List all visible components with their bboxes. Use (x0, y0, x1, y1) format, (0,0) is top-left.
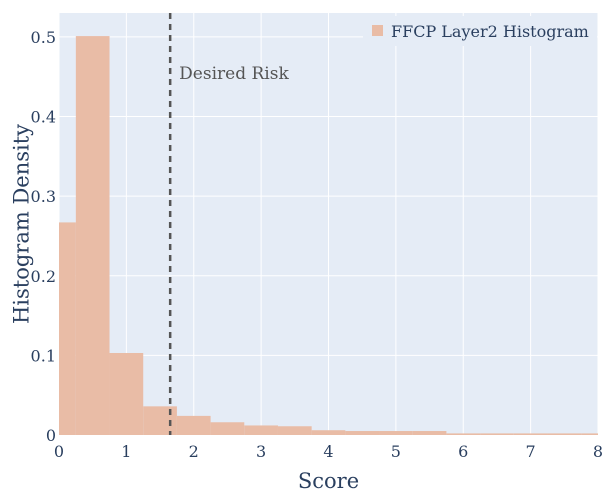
x-tick-label: 6 (458, 442, 468, 461)
x-axis-ticks: 0 1 2 3 4 5 6 7 8 (54, 442, 603, 461)
x-tick-label: 5 (391, 442, 401, 461)
x-tick-label: 7 (526, 442, 536, 461)
histogram-bar (345, 431, 380, 435)
x-tick-label: 0 (54, 442, 64, 461)
x-axis-title: Score (298, 469, 359, 493)
y-tick-label: 0.3 (31, 187, 56, 206)
x-tick-label: 3 (256, 442, 266, 461)
histogram-bar (480, 433, 514, 435)
histogram-bar (109, 352, 144, 435)
histogram-bar (75, 36, 110, 435)
legend-background (363, 16, 597, 46)
histogram-bar (311, 430, 346, 435)
y-tick-label: 0.5 (31, 28, 56, 47)
histogram-bar (379, 431, 413, 435)
histogram-bar (412, 431, 447, 435)
histogram-bars (59, 36, 598, 435)
histogram-bar (446, 433, 481, 435)
y-axis-title: Histogram Density (10, 124, 34, 324)
histogram-bar (581, 433, 598, 435)
x-tick-label: 8 (593, 442, 603, 461)
y-tick-label: 0.2 (31, 267, 56, 286)
histogram-bar (143, 406, 177, 435)
x-tick-label: 1 (121, 442, 131, 461)
histogram-bar (210, 422, 245, 435)
histogram-bar (547, 433, 582, 435)
histogram-bar (176, 415, 211, 435)
legend: FFCP Layer2 Histogram (363, 16, 597, 46)
histogram-bar (277, 426, 312, 435)
y-axis-ticks: 0 0.1 0.2 0.3 0.4 0.5 (31, 28, 56, 445)
y-tick-label: 0 (46, 426, 56, 445)
gridlines (58, 13, 599, 435)
legend-label: FFCP Layer2 Histogram (391, 22, 589, 41)
histogram-bar (244, 425, 278, 435)
y-tick-label: 0.4 (31, 108, 56, 127)
legend-swatch (372, 25, 383, 36)
x-tick-label: 4 (323, 442, 333, 461)
x-tick-label: 2 (189, 442, 199, 461)
histogram-bar (59, 222, 76, 435)
histogram-bar (513, 433, 548, 435)
y-tick-label: 0.1 (31, 346, 56, 365)
desired-risk-label: Desired Risk (179, 64, 289, 84)
